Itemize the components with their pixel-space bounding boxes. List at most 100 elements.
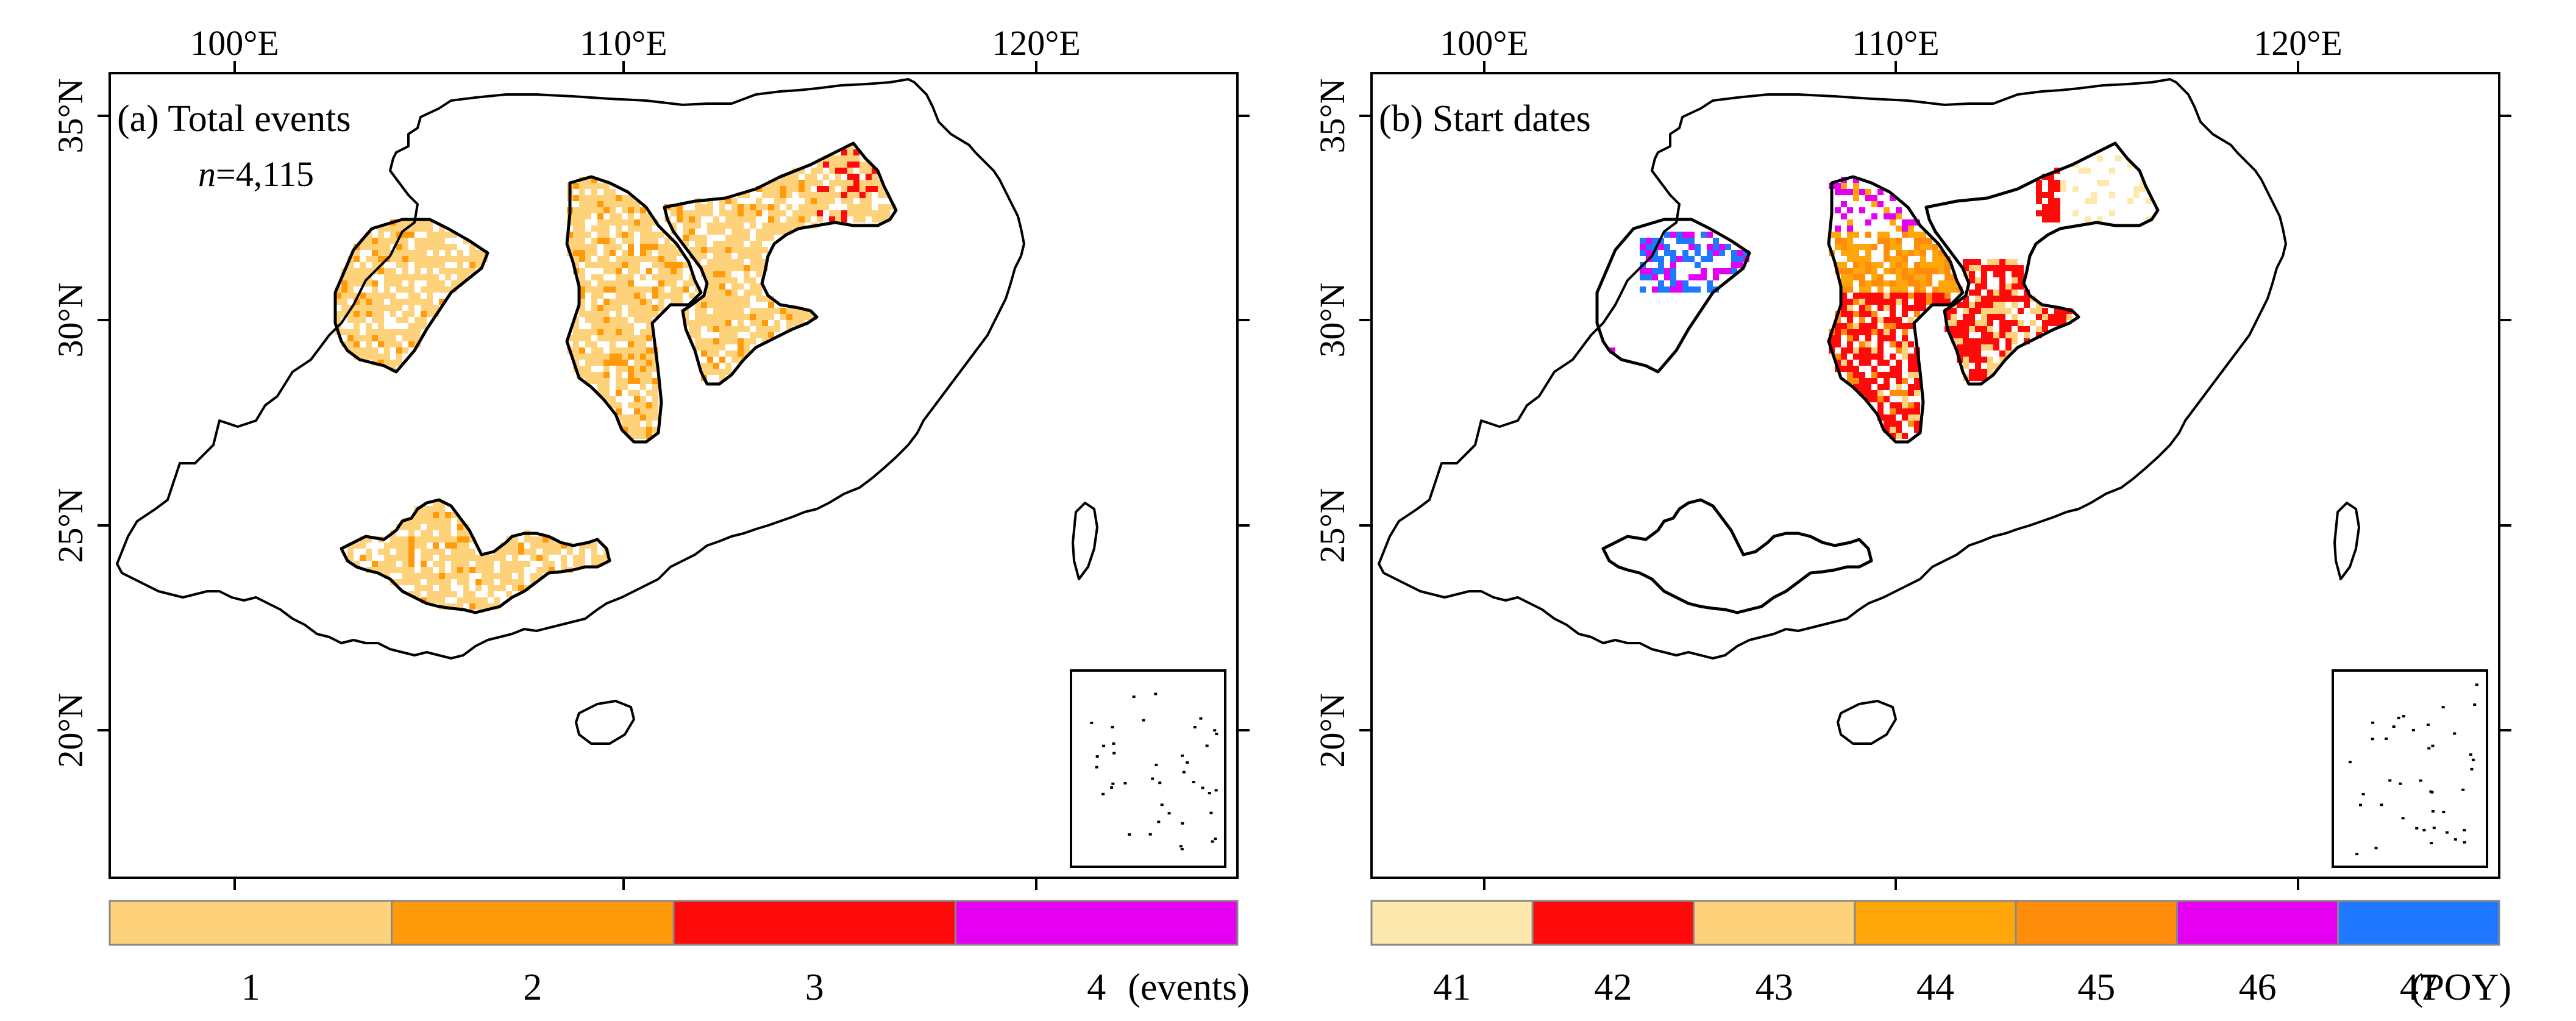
grid-cell (610, 396, 616, 402)
grid-cell (378, 335, 384, 341)
grid-cell (634, 317, 640, 323)
grid-cell (853, 192, 859, 198)
island (1111, 782, 1115, 785)
grid-cell (756, 265, 762, 271)
grid-cell (463, 591, 469, 597)
grid-cell (457, 268, 463, 274)
grid-cell (585, 244, 591, 250)
grid-cell (573, 555, 579, 561)
grid-cell (707, 265, 713, 271)
grid-cell (2066, 314, 2073, 320)
grid-cell (1646, 268, 1652, 274)
grid-cell (1719, 250, 1725, 256)
grid-cell (738, 235, 744, 241)
grid-cell (372, 347, 378, 354)
island (1112, 752, 1116, 755)
grid-cell (610, 341, 616, 347)
grid-cell (640, 408, 646, 414)
grid-cell (390, 561, 396, 567)
grid-cell (573, 329, 579, 335)
grid-cell (482, 579, 488, 585)
grid-cell (591, 299, 597, 305)
grid-cell (1944, 280, 1951, 286)
grid-cell (610, 305, 616, 311)
island (1148, 833, 1152, 836)
grid-cell (811, 314, 817, 320)
grid-cell (1871, 201, 1877, 207)
grid-cell (707, 363, 713, 369)
grid-cell (731, 290, 738, 296)
grid-cell (585, 354, 591, 360)
island (1199, 717, 1203, 720)
grid-cell (402, 567, 408, 573)
grid-cell (1859, 347, 1865, 354)
grid-cell (1975, 338, 1981, 344)
grid-cell (1932, 268, 1938, 274)
grid-cell (719, 326, 725, 332)
grid-cell (1975, 350, 1981, 357)
grid-cell (463, 268, 469, 274)
grid-cell (774, 180, 780, 186)
grid-cell (396, 256, 402, 262)
island (2430, 842, 2433, 845)
grid-cell (780, 229, 786, 235)
grid-cell (829, 192, 835, 198)
grid-cell (1713, 250, 1719, 256)
grid-cell (1957, 350, 1963, 357)
grid-cell (847, 174, 853, 180)
grid-cell (762, 314, 768, 320)
grid-cell (2054, 216, 2060, 222)
grid-cell (725, 247, 731, 253)
grid-cell (1890, 238, 1896, 244)
grid-cell (884, 204, 890, 210)
grid-cell (384, 244, 390, 250)
grid-cell (1841, 238, 1847, 244)
grid-cell (628, 207, 634, 213)
grid-cell (1859, 268, 1865, 274)
grid-cell (738, 253, 744, 259)
grid-cell (1938, 262, 1944, 268)
grid-cell (421, 244, 427, 250)
grid-cell (811, 198, 817, 204)
grid-cell (427, 536, 433, 543)
grid-cell (1908, 232, 1914, 238)
grid-cell (396, 305, 402, 311)
grid-cell (1993, 363, 1999, 369)
grid-cell (1975, 344, 1981, 350)
grid-cell (1884, 335, 1890, 341)
grid-cell (567, 232, 573, 238)
grid-cell (585, 366, 591, 372)
grid-cell (390, 280, 396, 286)
grid-cell (591, 195, 597, 201)
island (1213, 729, 1217, 732)
grid-cell (1682, 256, 1688, 262)
grid-cell (347, 286, 354, 293)
grid-cell (384, 341, 390, 347)
grid-cell (396, 567, 402, 573)
grid-cell (439, 280, 445, 286)
grid-cell (457, 555, 463, 561)
grid-cell (1707, 286, 1713, 293)
grid-cell (1859, 360, 1865, 366)
grid-cell (811, 180, 817, 186)
grid-cell (1877, 280, 1884, 286)
grid-cell (866, 198, 872, 204)
grid-cell (616, 378, 622, 384)
grid-cell (512, 585, 518, 591)
grid-cell (1999, 296, 2005, 302)
grid-cell (744, 350, 750, 357)
grid-cell (579, 195, 585, 201)
grid-cell (628, 268, 634, 274)
grid-cell (1865, 256, 1871, 262)
grid-cell (2109, 210, 2115, 216)
grid-cell (1871, 195, 1877, 201)
grid-cell (744, 344, 750, 350)
grid-cell (2042, 216, 2048, 222)
grid-cell (634, 226, 640, 232)
grid-cell (1835, 323, 1841, 329)
grid-cell (1981, 302, 1987, 308)
grid-cell (786, 216, 792, 222)
grid-cell (396, 250, 402, 256)
grid-cell (427, 256, 433, 262)
grid-cell (1847, 250, 1853, 256)
